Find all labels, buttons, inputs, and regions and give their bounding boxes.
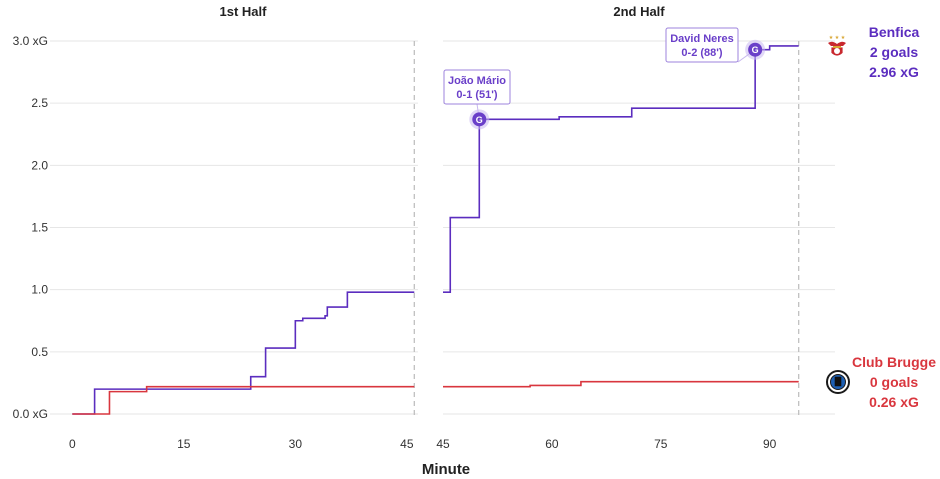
team-goals-benfica: 2 goals	[870, 44, 918, 60]
team-goals-club-brugge: 0 goals	[870, 374, 918, 390]
x-tick-label-p0-0: 0	[69, 437, 76, 451]
x-tick-label-p0-2: 30	[289, 437, 303, 451]
crest-band	[833, 46, 841, 48]
goal-marker-0	[472, 112, 487, 127]
goal-marker-letter-1: G	[752, 45, 759, 55]
crest-star-1: ★	[835, 35, 840, 41]
crest-star-0: ★	[829, 35, 834, 41]
x-axis-label: Minute	[422, 461, 470, 478]
y-tick-label-2: 1.0	[31, 283, 48, 297]
crest-wheel	[834, 48, 840, 54]
goal-marker-1	[748, 42, 763, 57]
x-tick-label-p0-3: 45	[400, 437, 414, 451]
y-tick-label-1: 0.5	[31, 345, 48, 359]
team-xg-benfica: 2.96 xG	[869, 64, 919, 80]
team-name-benfica: Benfica	[869, 24, 920, 40]
y-tick-label-5: 2.5	[31, 96, 48, 110]
goal-scorer-label-1: David Neres	[670, 33, 734, 45]
team-name-club-brugge: Club Brugge	[852, 354, 936, 370]
y-tick-label-3: 1.5	[31, 221, 48, 235]
goal-label-box-1	[665, 27, 739, 63]
goal-label-box-0	[443, 69, 511, 105]
goal-annotation-1: David Neres 0-2 (88') G	[665, 27, 766, 63]
crest-eagle-wings	[828, 41, 846, 46]
goal-scorer-label-0: João Mário	[448, 75, 506, 87]
y-tick-label-6: 3.0 xG	[13, 34, 48, 48]
xg-step-line-club-brugge-p1	[443, 380, 799, 388]
xg-step-line-benfica-p0	[72, 291, 415, 415]
benfica-crest-icon: ★ ★ ★	[828, 35, 846, 57]
y-tick-label-0: 0.0 xG	[13, 407, 48, 421]
panel-title-1: 2nd Half	[613, 4, 665, 19]
x-tick-label-p0-1: 15	[177, 437, 191, 451]
goal-annotation-0: João Mário 0-1 (51') G	[443, 69, 511, 130]
x-tick-label-p1-2: 75	[654, 437, 668, 451]
team-xg-club-brugge: 0.26 xG	[869, 394, 919, 410]
crest-lion	[834, 376, 842, 387]
panel-title-0: 1st Half	[220, 4, 268, 19]
crest-star-2: ★	[841, 35, 846, 41]
y-tick-label-4: 2.0	[31, 158, 48, 172]
goal-score-label-1: 0-2 (88')	[681, 47, 722, 59]
goal-score-label-0: 0-1 (51')	[456, 89, 497, 101]
x-tick-label-p1-3: 90	[763, 437, 777, 451]
goal-marker-letter-0: G	[476, 115, 483, 125]
x-tick-label-p1-0: 45	[436, 437, 450, 451]
club-brugge-crest-icon	[826, 370, 850, 394]
xg-step-line-club-brugge-p0	[72, 385, 415, 415]
x-tick-label-p1-1: 60	[545, 437, 559, 451]
